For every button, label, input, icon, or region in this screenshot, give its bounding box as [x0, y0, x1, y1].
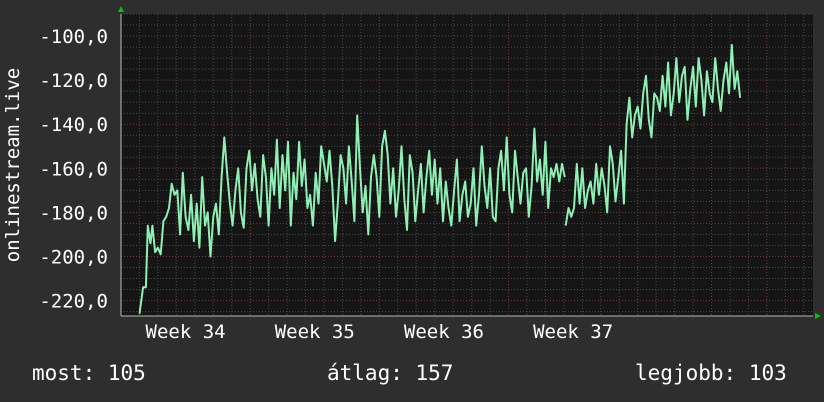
- series-line: [138, 43, 742, 314]
- y-tick-label: -220,0: [39, 291, 108, 313]
- x-axis-arrow-icon: [815, 313, 821, 319]
- best-value: 103: [748, 361, 787, 385]
- plot-background: [121, 14, 813, 316]
- y-tick-label: -140,0: [39, 114, 108, 136]
- x-tick-label: Week 37: [533, 321, 613, 343]
- series-group: [138, 43, 742, 314]
- y-axis-arrow-icon: [118, 6, 124, 12]
- x-tick-label: Week 34: [146, 321, 226, 343]
- current-label: most:: [32, 361, 96, 385]
- current-stat: most: 105: [32, 361, 146, 385]
- average-value: 157: [415, 361, 454, 385]
- y-tick-label: -120,0: [39, 70, 108, 92]
- current-value: 105: [107, 361, 146, 385]
- y-tick-label: -160,0: [39, 158, 108, 180]
- y-axis-label: onlinestream.live: [2, 68, 24, 262]
- axes: [118, 6, 821, 319]
- x-axis-ticks: Week 34 Week 35 Week 36 Week 37: [146, 321, 614, 343]
- best-stat: legjobb: 103: [635, 361, 787, 385]
- average-label: átlag:: [327, 361, 403, 385]
- x-tick-label: Week 35: [275, 321, 355, 343]
- y-axis-ticks: -220,0 -200,0 -180,0 -160,0 -140,0 -120,0 -100…: [39, 26, 108, 313]
- best-label: legjobb:: [635, 361, 737, 385]
- y-tick-label: -100,0: [39, 26, 108, 48]
- average-stat: átlag: 157: [327, 361, 453, 385]
- y-tick-label: -180,0: [39, 202, 108, 224]
- y-tick-label: -200,0: [39, 246, 108, 268]
- x-tick-label: Week 36: [404, 321, 484, 343]
